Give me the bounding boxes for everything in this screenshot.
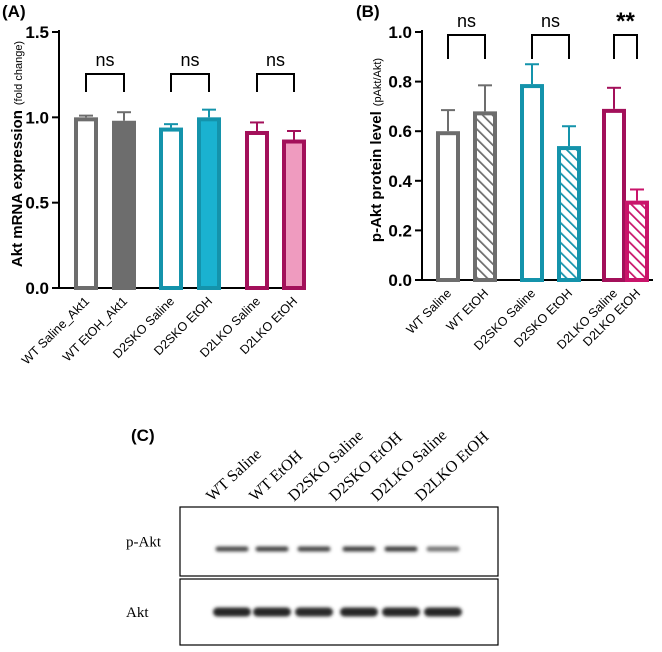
- blot-band: [213, 607, 251, 617]
- y-tick-label: 1.0: [388, 23, 412, 42]
- blot-band: [215, 546, 249, 552]
- panel-a-letter: (A): [2, 2, 26, 21]
- y-tick-label: 1.5: [25, 23, 49, 42]
- y-tick-label: 0.5: [25, 194, 49, 213]
- blot-band: [255, 546, 289, 552]
- y-tick-label: 0.0: [388, 271, 412, 290]
- y-axis-label-unit: (pAkt/Akt): [372, 58, 384, 106]
- significance-label: ns: [541, 11, 560, 31]
- y-axis-label: Akt mRNA expression (fold change): [9, 41, 26, 267]
- y-tick-label: 0.4: [388, 172, 412, 191]
- blot-band: [342, 546, 376, 552]
- significance-bracket: [256, 73, 295, 92]
- bar: [436, 131, 460, 282]
- bar: [557, 146, 581, 282]
- blot-band: [253, 607, 291, 617]
- blot-row-label: Akt: [126, 605, 149, 621]
- blot-membrane-box: [179, 506, 499, 577]
- y-tick-label: 0.8: [388, 73, 412, 92]
- y-axis-label-main: Akt mRNA expression: [9, 110, 26, 267]
- panel-b-chart: (B) p-Akt protein level (pAkt/Akt) 0.0 0.2 0…: [356, 2, 653, 353]
- significance-label: ns: [266, 50, 285, 70]
- y-tick-label: 0.0: [25, 279, 49, 298]
- bar: [282, 139, 306, 290]
- y-axis-label-unit: (fold change): [13, 41, 25, 105]
- y-tick-label: 0.6: [388, 122, 412, 141]
- y-axis-label: p-Akt protein level (pAkt/Akt): [368, 58, 385, 242]
- panel-b-letter: (B): [356, 2, 380, 21]
- blot-band: [297, 546, 331, 552]
- significance-bracket: [85, 73, 125, 92]
- significance-label: ns: [180, 50, 199, 70]
- blot-band: [384, 546, 418, 552]
- significance-label: ns: [457, 11, 476, 31]
- significance-bracket: [531, 34, 570, 59]
- bar: [112, 120, 136, 290]
- blot-band: [382, 607, 420, 617]
- blot-band: [340, 607, 378, 617]
- significance-bracket: [613, 34, 638, 59]
- bar: [197, 117, 221, 291]
- significance-bracket: [447, 34, 486, 59]
- y-axis-label-main: p-Akt protein level: [368, 111, 385, 242]
- x-category-label: WT Saline: [404, 286, 455, 337]
- bar: [520, 84, 544, 282]
- x-category-label: WT Saline_Akt1: [19, 294, 92, 367]
- y-tick-label: 1.0: [25, 108, 49, 127]
- blot-lane-label: D2LKO Saline: [368, 427, 450, 505]
- bar: [159, 127, 183, 290]
- panel-a-chart: (A) Akt mRNA expression (fold change) 0.0 0…: [2, 2, 306, 367]
- significance-label: ns: [95, 50, 114, 70]
- bar: [625, 200, 649, 282]
- panel-c-letter: (C): [131, 426, 155, 445]
- blot-band: [426, 546, 460, 552]
- bar: [602, 108, 626, 282]
- bar: [74, 117, 98, 291]
- bar: [473, 111, 497, 282]
- blot-row-label: p-Akt: [126, 535, 162, 551]
- significance-bracket: [170, 73, 210, 92]
- y-tick-label: 0.2: [388, 221, 412, 240]
- blot-band: [424, 607, 462, 617]
- significance-label: **: [616, 8, 635, 35]
- bar: [245, 130, 269, 290]
- blot-band: [295, 607, 333, 617]
